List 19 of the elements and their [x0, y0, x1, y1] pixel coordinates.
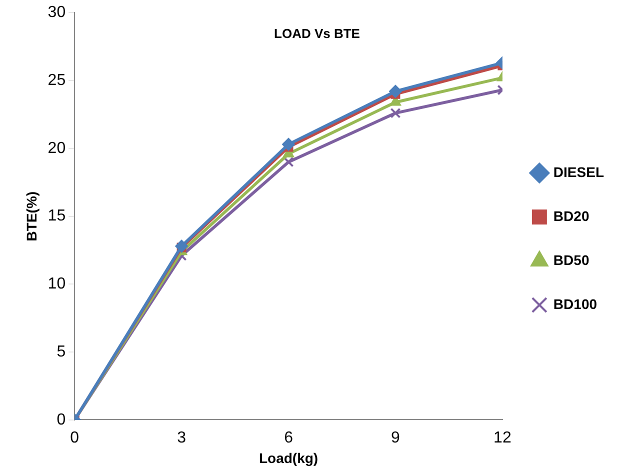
x-tick-label: 0 [70, 430, 80, 447]
y-tick-label: 15 [48, 208, 66, 225]
y-axis-title: BTE(%) [23, 191, 40, 242]
y-tick-label: 0 [56, 411, 66, 428]
text: LOAD Vs BTE [274, 26, 360, 41]
x-tick-label: 3 [177, 430, 186, 447]
legend-label: BD100 [553, 296, 598, 312]
legend-label: BD20 [553, 208, 590, 224]
x-tick-label: 6 [284, 430, 294, 447]
legend-label: BD50 [553, 252, 590, 268]
y-tick-label: 25 [48, 72, 66, 89]
y-tick-label: 20 [48, 140, 66, 157]
legend-label: DIESEL [553, 164, 604, 180]
x-tick-label: 9 [391, 430, 400, 447]
y-tick-label: 30 [48, 4, 66, 22]
x-axis-title: Load(kg) [258, 450, 318, 466]
x-tick-label: 12 [494, 430, 512, 447]
y-tick-label: 5 [56, 344, 66, 361]
y-tick-label: 10 [48, 276, 66, 293]
